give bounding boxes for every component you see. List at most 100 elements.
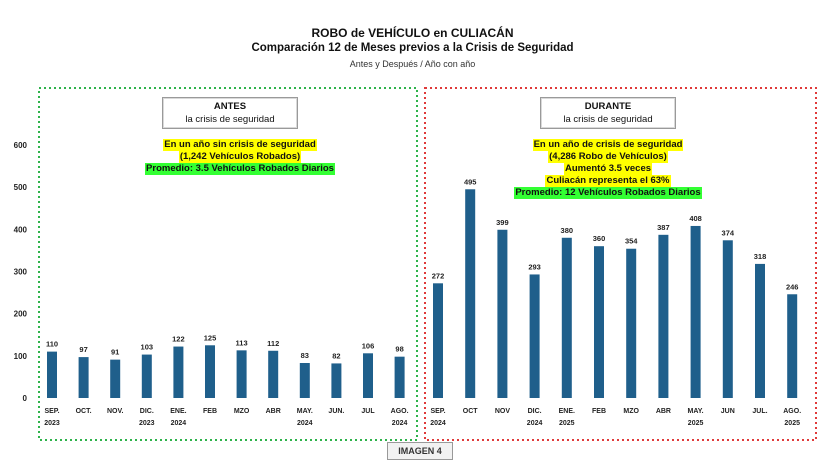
during-note-line2: (4,286 Robo de Vehículos) bbox=[548, 151, 668, 163]
x-tick-label: SEP. bbox=[44, 408, 59, 415]
bar bbox=[173, 346, 184, 398]
during-note-line1: En un año de crisis de seguridad bbox=[532, 139, 684, 151]
bar bbox=[110, 359, 121, 398]
x-tick-label: OCT bbox=[463, 408, 479, 415]
x-tick-label: AGO. bbox=[783, 408, 801, 415]
y-tick-label: 100 bbox=[14, 352, 28, 361]
data-label: 110 bbox=[46, 340, 58, 349]
x-tick-label: NOV. bbox=[107, 408, 124, 415]
data-label: 293 bbox=[528, 262, 541, 271]
bar bbox=[465, 189, 476, 398]
data-label: 112 bbox=[267, 339, 279, 348]
x-tick-label: DIC. bbox=[528, 408, 542, 415]
x-tick-label: ENE. bbox=[559, 408, 575, 415]
x-tick-label: MZO bbox=[234, 408, 250, 415]
bar bbox=[594, 246, 604, 398]
during-panel-title: DURANTE bbox=[584, 101, 632, 112]
data-label: 318 bbox=[754, 252, 767, 261]
x-tick-label: OCT. bbox=[76, 408, 92, 415]
x-tick-label: FEB bbox=[203, 408, 217, 415]
before-note-line2: (1,242 Vehículos Robados) bbox=[178, 151, 302, 163]
x-tick-label: AGO. bbox=[391, 408, 409, 415]
x-tick-label: MZO bbox=[623, 408, 639, 415]
during-panel-label: DURANTE la crisis de seguridad bbox=[540, 97, 676, 129]
data-label: 408 bbox=[689, 214, 702, 223]
data-label: 83 bbox=[301, 351, 309, 360]
x-tick-year: 2024 bbox=[392, 420, 408, 427]
x-tick-year: 2024 bbox=[527, 420, 543, 427]
bar bbox=[787, 294, 798, 398]
bar bbox=[658, 234, 669, 398]
y-tick-label: 600 bbox=[14, 141, 28, 150]
during-note: En un año de crisis de seguridad (4,286 … bbox=[478, 139, 738, 199]
data-label: 374 bbox=[722, 228, 735, 237]
before-panel-title: ANTES bbox=[213, 101, 247, 112]
data-label: 91 bbox=[111, 348, 119, 357]
bar bbox=[78, 357, 89, 398]
data-label: 272 bbox=[432, 271, 445, 280]
data-label: 82 bbox=[332, 351, 340, 360]
chart-subtitle: Comparación 12 de Meses previos a la Cri… bbox=[251, 42, 574, 54]
bar bbox=[690, 225, 701, 398]
x-tick-year: 2023 bbox=[44, 420, 60, 427]
x-tick-label: ABR bbox=[266, 408, 281, 415]
bar bbox=[236, 350, 247, 398]
during-note-line3: Aumentó 3.5 veces bbox=[563, 163, 653, 175]
x-tick-year: 2025 bbox=[688, 420, 704, 427]
before-panel-label: ANTES la crisis de seguridad bbox=[162, 97, 298, 129]
data-label: 103 bbox=[141, 343, 154, 352]
x-tick-year: 2023 bbox=[139, 420, 155, 427]
x-tick-year: 2024 bbox=[171, 420, 187, 427]
bar bbox=[755, 263, 765, 398]
x-tick-label: JUL. bbox=[752, 408, 767, 415]
x-tick-label: ENE. bbox=[170, 408, 186, 415]
before-note-line3: Promedio: 3.5 Vehículos Robados Diarios bbox=[145, 163, 335, 175]
data-label: 113 bbox=[236, 338, 248, 347]
bar bbox=[363, 353, 373, 398]
x-tick-year: 2024 bbox=[297, 420, 313, 427]
bar bbox=[433, 283, 443, 398]
x-tick-label: MAY. bbox=[688, 408, 704, 415]
x-tick-label: SEP. bbox=[430, 408, 445, 415]
before-panel-subtitle: la crisis de seguridad bbox=[185, 114, 275, 125]
bar bbox=[299, 363, 310, 398]
bar bbox=[722, 240, 733, 398]
during-note-line5: Promedio: 12 Vehículos Robados Diarios bbox=[514, 187, 702, 199]
image-label: IMAGEN 4 bbox=[387, 442, 453, 460]
y-tick-label: 300 bbox=[14, 268, 28, 277]
x-tick-year: 2025 bbox=[784, 420, 800, 427]
x-tick-label: DIC. bbox=[140, 408, 154, 415]
data-label: 246 bbox=[786, 282, 799, 291]
data-label: 399 bbox=[496, 218, 509, 227]
data-label: 106 bbox=[362, 341, 375, 350]
x-tick-year: 2025 bbox=[559, 420, 575, 427]
x-tick-label: JUL bbox=[361, 408, 375, 415]
x-tick-label: MAY. bbox=[297, 408, 313, 415]
data-label: 125 bbox=[204, 333, 217, 342]
bar bbox=[331, 363, 342, 398]
bar bbox=[141, 354, 152, 398]
during-note-line4: Culiacán representa el 63% bbox=[545, 175, 671, 187]
bar bbox=[529, 274, 540, 398]
data-label: 354 bbox=[625, 237, 638, 246]
y-tick-label: 200 bbox=[14, 310, 28, 319]
x-tick-label: JUN bbox=[721, 408, 735, 415]
before-note-line1: En un año sin crisis de seguridad bbox=[163, 139, 317, 151]
x-tick-label: ABR bbox=[656, 408, 671, 415]
data-label: 387 bbox=[657, 223, 670, 232]
y-tick-label: 500 bbox=[14, 183, 28, 192]
data-label: 495 bbox=[464, 177, 477, 186]
data-label: 122 bbox=[172, 335, 185, 344]
before-note: En un año sin crisis de seguridad (1,242… bbox=[110, 139, 370, 175]
data-label: 98 bbox=[395, 345, 403, 354]
bar bbox=[626, 248, 637, 398]
data-label: 360 bbox=[593, 234, 606, 243]
data-label: 97 bbox=[79, 345, 87, 354]
bar bbox=[497, 229, 508, 398]
bar bbox=[561, 237, 572, 398]
during-panel-border bbox=[424, 87, 817, 441]
bar bbox=[394, 356, 405, 398]
bar bbox=[205, 345, 215, 398]
chart-caption: Antes y Después / Año con año bbox=[349, 59, 476, 69]
